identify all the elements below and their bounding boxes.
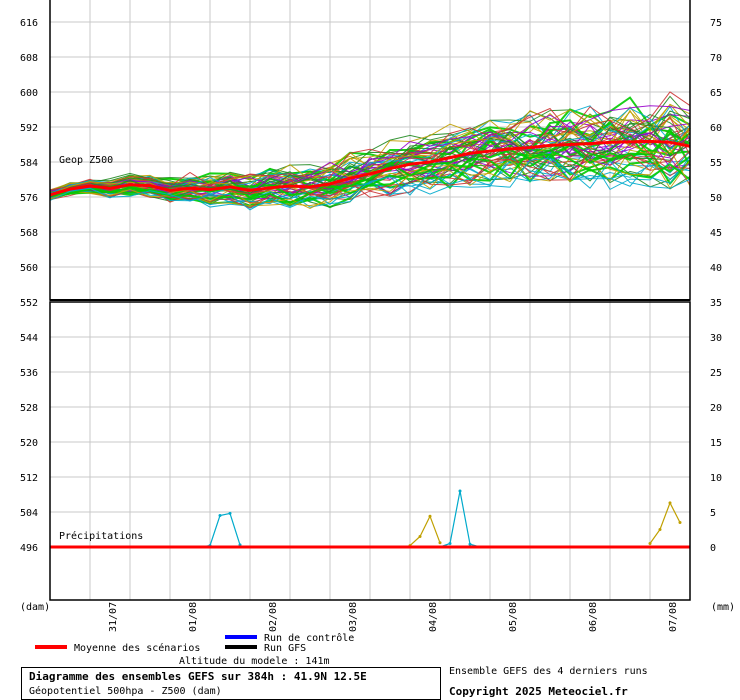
precip-right-tick: 15 (710, 438, 722, 449)
ensemble-member-line (49, 107, 691, 194)
geop-left-tick: 608 (20, 53, 38, 64)
mean-series (49, 139, 691, 549)
geop-mean-line (49, 139, 691, 197)
date-tick-label: 31/07 (108, 602, 119, 632)
legend-control-label: Run de contrôle (264, 632, 354, 644)
geop-right-tick: 70 (710, 53, 722, 64)
date-tick-label: 07/08 (668, 602, 679, 632)
precip-member-line (649, 501, 681, 544)
chart-subtitle: Géopotentiel 500hpa - Z500 (dam) (29, 686, 222, 697)
precip-point (218, 514, 222, 517)
geop-left-tick: 568 (20, 228, 38, 239)
ensemble-member-line (49, 132, 691, 197)
precip-left-tick: 504 (20, 508, 38, 519)
precip-left-tick: 520 (20, 438, 38, 449)
precip-annotation: Précipitations (59, 530, 143, 542)
geop-right-tick: 35 (710, 298, 722, 309)
altitude-label: Altitude du modele : 141m (179, 656, 330, 667)
date-tick-label: 05/08 (508, 602, 519, 632)
ensemble-member-line (49, 110, 691, 195)
precip-point (428, 514, 432, 518)
ensemble-member-line (49, 105, 691, 193)
title-box (21, 667, 441, 700)
precip-right-tick: 25 (710, 368, 722, 379)
precip-point (228, 511, 232, 515)
geop-left-tick: 560 (20, 263, 38, 274)
precip-member-line (199, 512, 241, 548)
precip-point (418, 535, 422, 538)
date-tick-label: 01/08 (188, 602, 199, 632)
legend-gfs-label: Run GFS (264, 643, 306, 654)
chart-title: Diagramme des ensembles GEFS sur 384h : … (29, 670, 367, 683)
ensemble-member-line (49, 157, 691, 211)
geop-left-tick: 584 (20, 158, 38, 169)
precip-left-tick: 544 (20, 333, 38, 344)
geop-right-tick: 50 (710, 193, 722, 204)
geop-right-tick: 75 (710, 18, 722, 29)
precip-left-tick: 528 (20, 403, 38, 414)
ensemble-member-line (49, 105, 691, 192)
geop-left-tick: 552 (20, 298, 38, 309)
panel-frames (49, 0, 691, 601)
precip-point (658, 528, 662, 531)
ensemble-member-line (49, 149, 691, 209)
precip-member-line (439, 490, 481, 548)
date-tick-label: 02/08 (268, 602, 279, 632)
ensemble-member-line (49, 103, 691, 193)
geop-left-tick: 576 (20, 193, 38, 204)
unit-right: (mm) (711, 602, 735, 613)
date-tick-label: 04/08 (428, 602, 439, 632)
precip-left-tick: 512 (20, 473, 38, 484)
precip-right-tick: 0 (710, 543, 716, 554)
precip-right-tick: 30 (710, 333, 722, 344)
precip-point (648, 542, 652, 545)
precip-left-tick: 536 (20, 368, 38, 379)
precip-right-tick: 10 (710, 473, 722, 484)
geop-right-tick: 55 (710, 158, 722, 169)
ensemble-member-line (49, 132, 691, 197)
date-tick-label: 06/08 (588, 602, 599, 632)
precip-point (468, 542, 472, 546)
copyright: Copyright 2025 Meteociel.fr (449, 685, 628, 698)
geop-right-tick: 60 (710, 123, 722, 134)
unit-left: (dam) (20, 602, 50, 613)
precip-panel-frame (49, 301, 691, 601)
geop-right-tick: 40 (710, 263, 722, 274)
legend-mean-label: Moyenne des scénarios (74, 642, 200, 654)
precip-left-tick: 496 (20, 543, 38, 554)
geop-right-tick: 65 (710, 88, 722, 99)
precip-point (448, 542, 452, 545)
precip-right-tick: 20 (710, 403, 722, 414)
precip-right-tick: 5 (710, 508, 716, 519)
precip-point (668, 501, 672, 505)
runs-text: Ensemble GEFS des 4 derniers runs (449, 666, 648, 677)
date-tick-label: 03/08 (348, 602, 359, 632)
geop-left-tick: 600 (20, 88, 38, 99)
precip-point (678, 521, 682, 524)
geop-left-tick: 616 (20, 18, 38, 29)
geop-right-tick: 45 (710, 228, 722, 239)
geop-annotation: Geop Z500 (59, 155, 113, 166)
ensemble-member-line (49, 156, 691, 205)
precip-point (458, 489, 462, 493)
ensemble-member-line (49, 148, 691, 210)
precip-point (438, 541, 442, 545)
precip-member-line (409, 514, 441, 547)
geop-left-tick: 592 (20, 123, 38, 134)
